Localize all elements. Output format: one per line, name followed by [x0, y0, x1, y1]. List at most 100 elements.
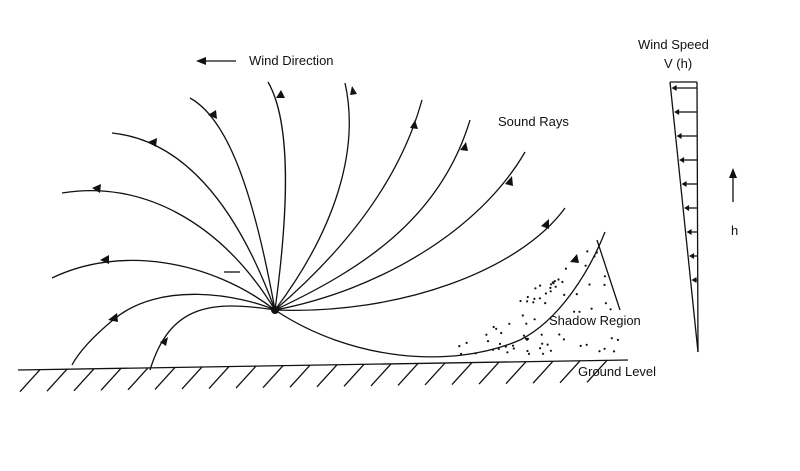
height-arrow — [729, 168, 737, 202]
shadow-dot — [546, 343, 549, 346]
shadow-dot — [526, 300, 529, 303]
ray-arrowhead — [148, 138, 157, 147]
ground-hatch-line — [316, 364, 338, 388]
shadow-dot — [533, 318, 536, 321]
ground-hatch-line — [73, 368, 95, 392]
ground-hatch-line — [370, 363, 392, 387]
sound-ray — [149, 305, 276, 371]
ground-hatch-line — [343, 363, 365, 387]
ground-hatch-line — [397, 363, 419, 386]
shadow-dot — [486, 340, 490, 343]
shadow-dot — [573, 310, 576, 313]
shadow-dot — [562, 338, 566, 341]
shadow-dot — [512, 347, 515, 350]
shadow-dot — [590, 307, 593, 310]
shadow-dot — [458, 345, 461, 348]
ground-hatch-line — [100, 367, 122, 391]
ground-hatch-line — [451, 362, 473, 385]
ground-level-label: Ground Level — [578, 364, 656, 379]
shadow-dot — [506, 351, 509, 354]
ground-hatch-line — [289, 364, 311, 388]
sound-ray — [61, 189, 276, 311]
shadow-dot — [541, 342, 544, 345]
shadow-dot — [519, 299, 522, 303]
ground-hatch-line — [478, 361, 500, 385]
shadow-dot — [492, 325, 495, 329]
shadow-dot — [554, 285, 557, 288]
shadow-boundary-line — [596, 239, 621, 311]
shadow-dot — [544, 302, 547, 305]
wind-speed-vector-head — [691, 277, 697, 283]
wind-speed-symbol: V (h) — [664, 56, 692, 71]
ground-hatch-line — [127, 367, 149, 391]
shadow-dot — [558, 333, 561, 336]
shadow-dot — [544, 292, 548, 295]
shadow-dot — [551, 281, 555, 284]
shadow-dot — [588, 283, 591, 286]
ray-arrowhead — [92, 184, 101, 193]
shadow-dot — [584, 264, 587, 267]
shadow-dot — [579, 344, 582, 347]
wind-speed-profile — [669, 81, 699, 353]
sound-ray — [274, 99, 423, 311]
ground-line — [17, 359, 629, 371]
shadow-dot — [540, 333, 543, 336]
shadow-dot — [521, 314, 524, 317]
shadow-dot — [533, 297, 536, 300]
shadow-dot — [553, 280, 556, 283]
shadow-dot — [603, 347, 606, 350]
ground — [17, 359, 629, 393]
shadow-dot — [508, 322, 511, 325]
sound-rays-label: Sound Rays — [498, 114, 569, 129]
ray-arrowhead — [160, 337, 168, 346]
sound-ray — [267, 81, 287, 311]
shadow-dot — [585, 343, 588, 346]
shadow-dot — [526, 337, 530, 340]
shadow-dot — [538, 297, 542, 300]
ground-hatch-line — [424, 362, 446, 386]
ground-hatch-line — [235, 365, 257, 389]
sound-rays — [51, 81, 606, 371]
shadow-dot — [549, 290, 552, 293]
ground-hatch-line — [154, 366, 176, 390]
shadow-dot — [534, 287, 537, 290]
shadow-dot — [609, 308, 612, 311]
shadow-dot — [604, 302, 608, 305]
shadow-dot — [603, 283, 606, 286]
shadow-dot — [612, 350, 616, 353]
shadow-dot — [561, 280, 564, 284]
shadow-dot — [511, 344, 515, 347]
shadow-dot — [522, 334, 526, 337]
ground-hatch-line — [559, 360, 581, 384]
shadow-dot — [557, 278, 560, 281]
ground-hatch-line — [46, 368, 68, 392]
ground-hatch-line — [532, 360, 554, 384]
ray-arrowheads — [92, 86, 579, 346]
wind-direction-arrow — [196, 57, 236, 65]
wind-speed-vector-head — [674, 109, 680, 115]
wind-speed-vector-head — [679, 157, 685, 163]
height-label: h — [731, 223, 738, 238]
wind-speed-label: Wind Speed — [638, 37, 709, 52]
sound-ray — [274, 207, 566, 312]
shadow-dot — [485, 333, 488, 336]
ray-arrowhead — [460, 142, 468, 151]
shadow-dot — [495, 327, 498, 330]
shadow-dot — [539, 347, 542, 350]
shadow-region-dots — [458, 250, 620, 355]
ray-arrowhead — [108, 313, 118, 322]
shadow-dot — [564, 267, 568, 270]
ray-arrowhead — [505, 176, 513, 186]
shadow-dot — [598, 350, 601, 353]
shadow-region-label: Shadow Region — [549, 313, 641, 328]
shadow-dot — [549, 349, 553, 352]
sound-ray — [51, 259, 276, 311]
ground-hatch-line — [262, 365, 284, 389]
ray-arrowhead — [541, 219, 549, 229]
sound-ray — [274, 231, 606, 358]
ground-hatch-line — [181, 366, 203, 390]
shadow-dot — [525, 322, 528, 325]
ground-hatch-line — [19, 369, 41, 393]
shadow-dot — [532, 301, 535, 304]
